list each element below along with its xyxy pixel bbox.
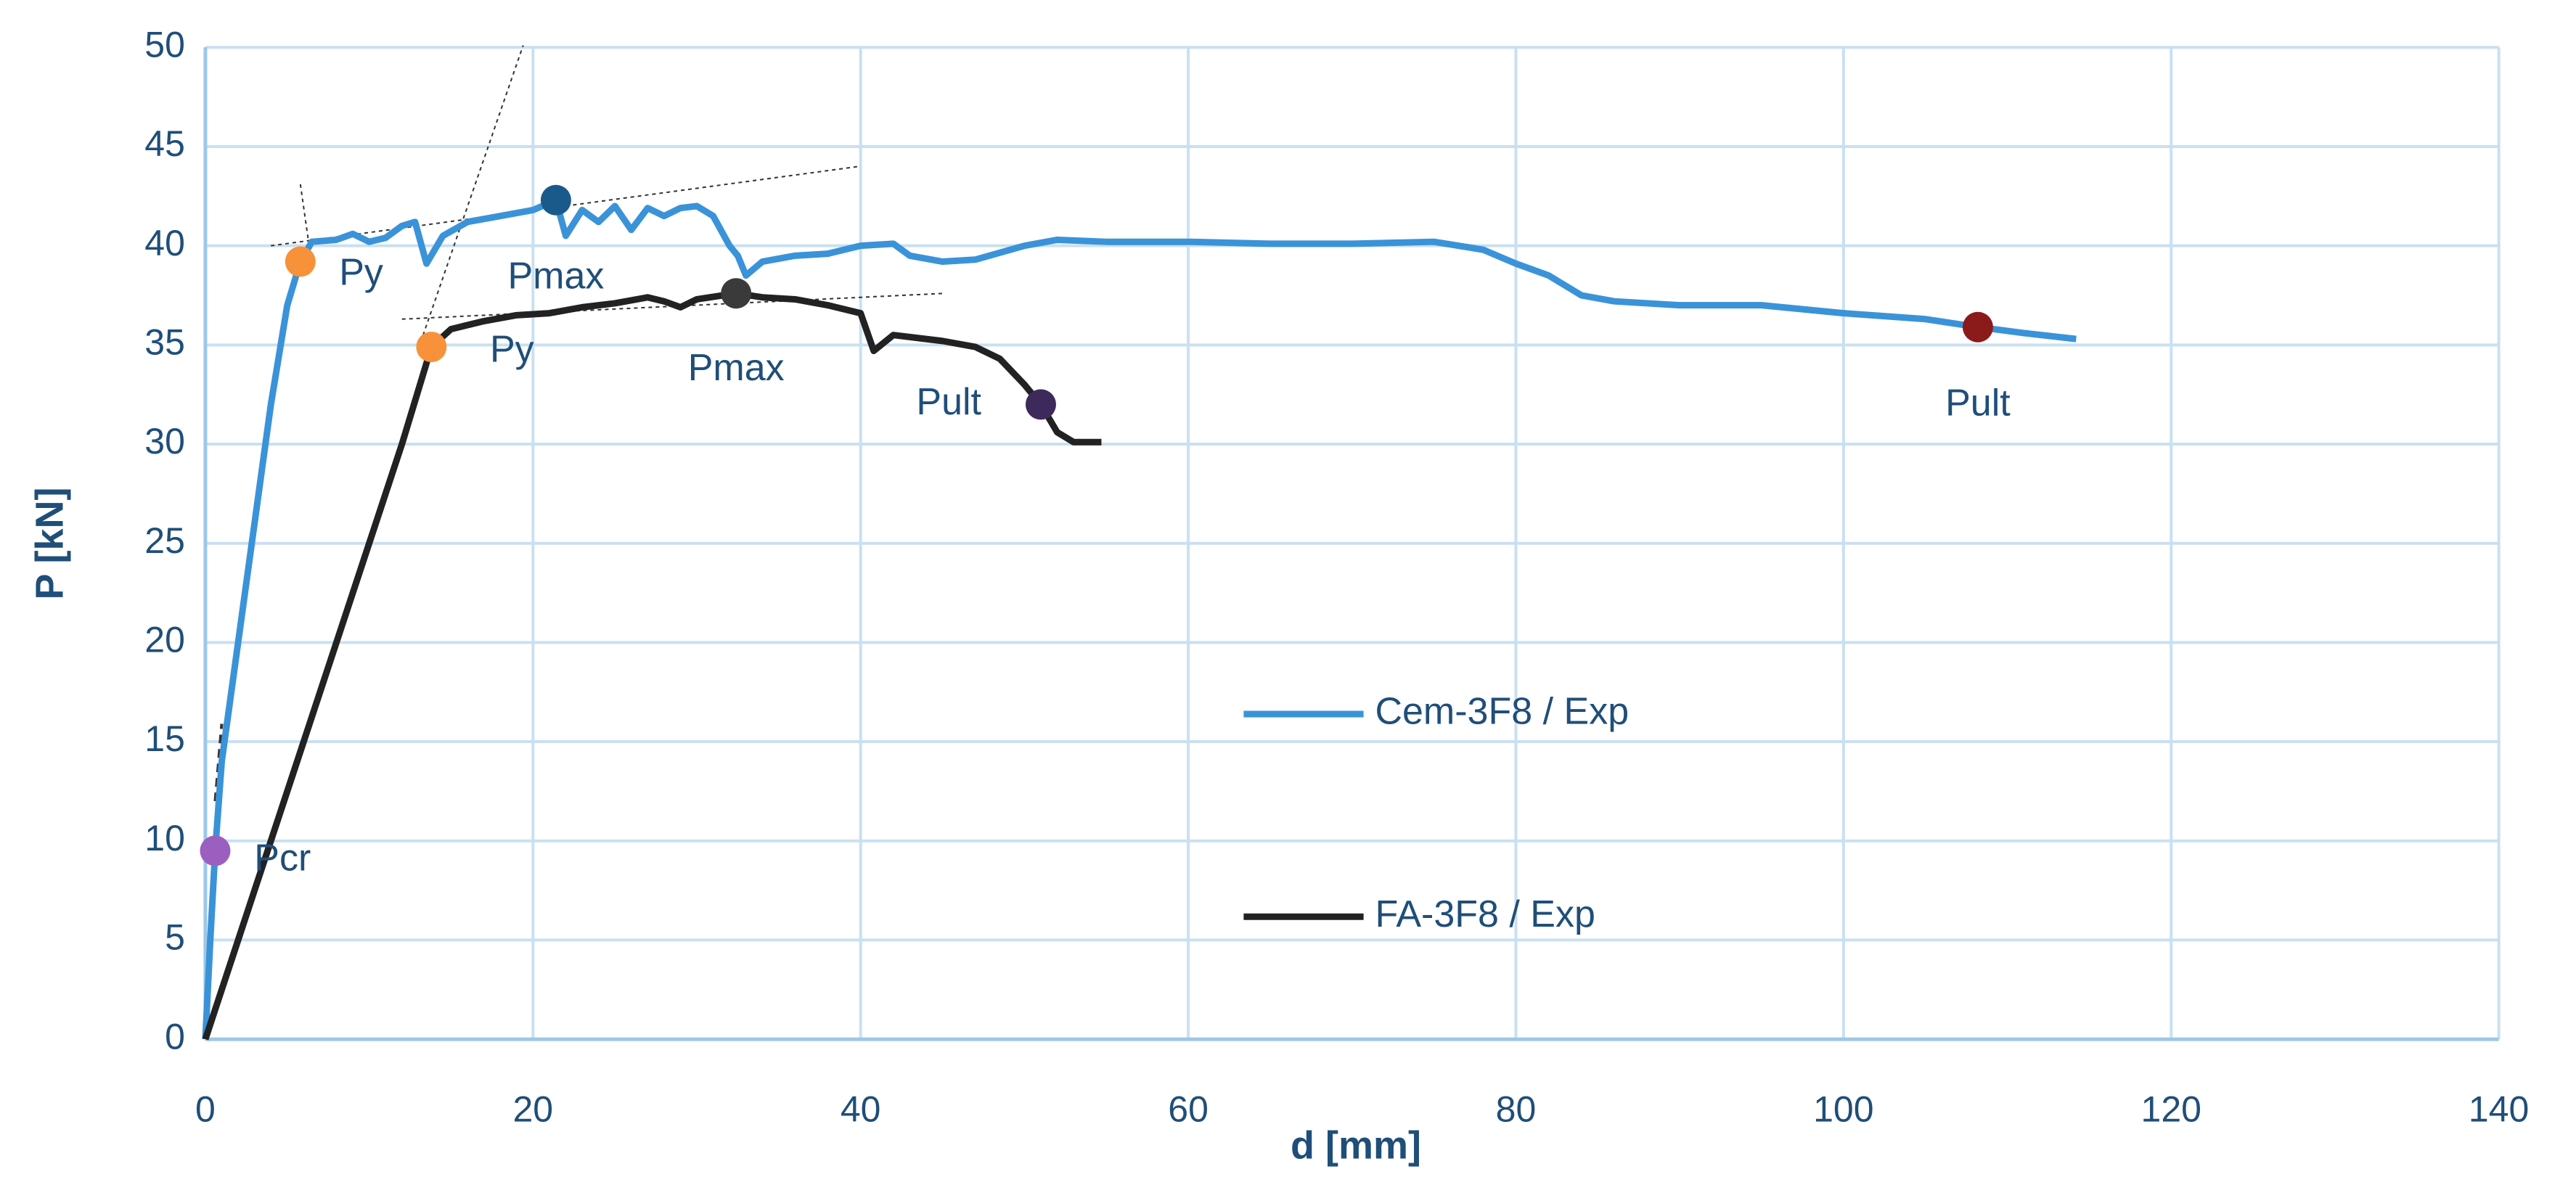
y-tick-label: 50	[144, 25, 185, 65]
x-tick-label: 60	[1168, 1089, 1209, 1129]
y-axis-title: P [kN]	[28, 487, 71, 599]
y-tick-label: 35	[144, 322, 185, 363]
series-line	[202, 197, 2077, 1040]
point-label: Pmax	[507, 255, 604, 298]
legend-label: FA-3F8 / Exp	[1375, 893, 1595, 935]
point-label: Pmax	[688, 347, 785, 389]
key-point	[200, 835, 231, 866]
key-point	[1025, 389, 1056, 420]
key-point	[540, 184, 571, 216]
x-tick-label: 0	[195, 1089, 216, 1129]
point-label: Py	[339, 251, 383, 293]
guide-line	[271, 165, 859, 247]
key-point	[721, 278, 752, 309]
y-tick-label: 5	[165, 917, 185, 958]
y-tick-label: 45	[144, 123, 185, 164]
y-tick-label: 30	[144, 421, 185, 462]
point-label: Pult	[1945, 382, 2011, 425]
x-tick-label: 40	[841, 1089, 881, 1129]
x-tick-label: 20	[512, 1089, 553, 1129]
key-point	[1962, 311, 1993, 343]
guide-line	[417, 45, 524, 350]
guide-line	[213, 724, 224, 802]
y-tick-label: 15	[144, 718, 185, 759]
guide-line	[299, 184, 310, 242]
y-tick-label: 25	[144, 520, 185, 561]
x-axis-title: d [mm]	[1291, 1123, 1421, 1167]
x-tick-label: 120	[2141, 1089, 2201, 1129]
series-line	[202, 290, 1102, 1041]
y-tick-label: 0	[165, 1016, 185, 1057]
point-label: Py	[490, 329, 534, 371]
point-label: Pcr	[254, 837, 311, 880]
y-tick-label: 40	[144, 223, 185, 263]
x-tick-label: 140	[2469, 1089, 2529, 1129]
point-label: Pult	[916, 381, 981, 423]
y-tick-label: 10	[144, 818, 185, 858]
legend-label: Cem-3F8 / Exp	[1375, 691, 1629, 733]
y-tick-label: 20	[144, 620, 185, 660]
key-point	[416, 332, 447, 363]
key-point	[285, 246, 316, 277]
x-tick-label: 100	[1813, 1089, 1873, 1129]
x-tick-label: 80	[1496, 1089, 1537, 1129]
